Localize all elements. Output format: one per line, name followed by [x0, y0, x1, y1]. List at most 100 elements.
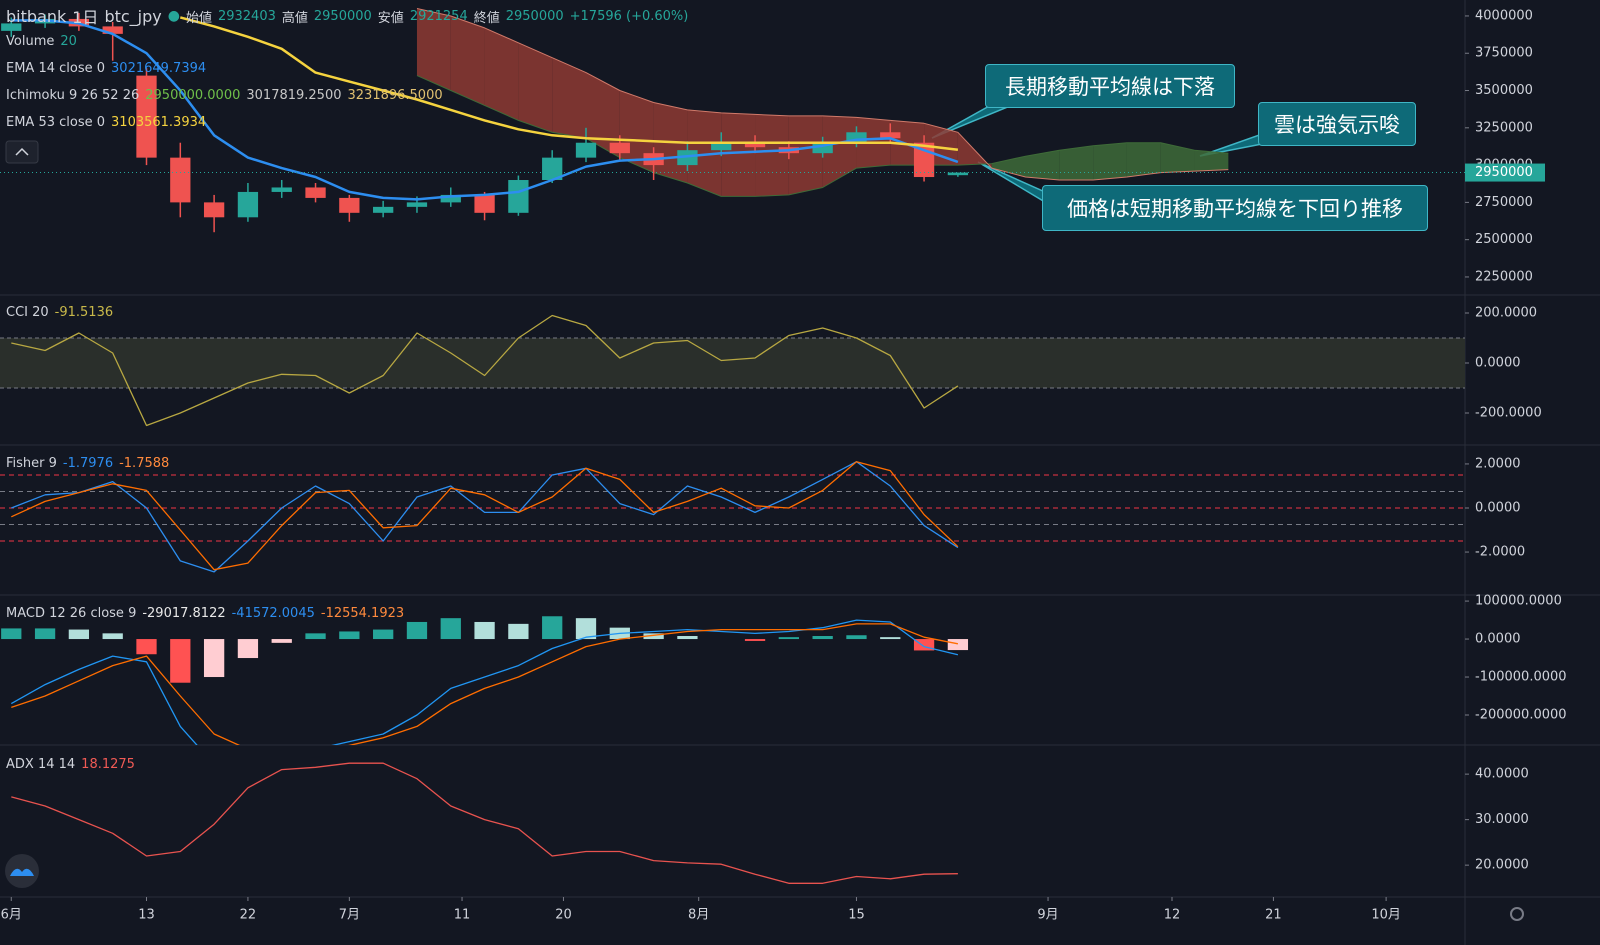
y-tick-label: 0.0000: [1475, 356, 1521, 371]
cloud-segment: [1025, 150, 1060, 181]
candle-body: [170, 157, 191, 203]
band-fill: [0, 338, 1465, 388]
legend-label: Fisher 9: [6, 456, 57, 471]
x-tick-label: 9月: [1037, 908, 1058, 923]
y-tick-label: 30.0000: [1475, 812, 1529, 827]
histogram-bar: [203, 639, 225, 678]
y-tick-label: -2.0000: [1475, 545, 1525, 560]
cloud-segment: [586, 72, 620, 158]
candle-body: [102, 26, 123, 34]
y-tick-label: 2500000: [1475, 232, 1533, 247]
ohlc-value: 2950000: [505, 8, 564, 24]
cloud-segment: [755, 114, 789, 197]
histogram-bar: [812, 636, 833, 640]
logo-bg[interactable]: [5, 854, 39, 888]
x-tick-label: 22: [240, 908, 257, 923]
histogram-bar: [339, 631, 360, 640]
exchange: bitbank: [6, 6, 67, 26]
legend-value: 2950000.0000: [145, 88, 241, 103]
chevron-icon[interactable]: [15, 147, 29, 156]
y-tick-label: 100000.0000: [1475, 594, 1562, 609]
cloud-span-b: [416, 8, 1229, 181]
cci-legend: CCI 20 -91.5136: [6, 305, 113, 320]
histogram-bar: [575, 618, 597, 640]
cloud-segment: [450, 15, 485, 106]
y-tick-label: 40.0000: [1475, 767, 1529, 782]
ohlc-value: 2950000: [313, 8, 372, 24]
y-tick-label: 2.0000: [1475, 456, 1521, 471]
y-tick-label: 4000000: [1475, 8, 1533, 23]
histogram-bar: [68, 629, 90, 640]
series-line: [11, 19, 959, 201]
candle-body: [812, 142, 833, 154]
candle-body: [947, 172, 969, 176]
histogram-bar: [778, 637, 799, 640]
candle-body: [271, 187, 292, 192]
pane: [0, 461, 1465, 573]
histogram-bar: [102, 633, 123, 640]
legend-value: 3017819.2500: [246, 88, 342, 103]
histogram-bar: [947, 639, 969, 651]
histogram-bar: [34, 628, 56, 640]
pane: [0, 314, 1465, 427]
status-dot: ●: [167, 8, 180, 24]
histogram-bar: [508, 623, 529, 640]
ema14-legend: EMA 14 close 0 3021649.7394: [6, 61, 206, 76]
cloud-segment: [1126, 142, 1161, 178]
legend-value: -91.5136: [54, 305, 114, 320]
y-tick-label: -200000.0000: [1475, 708, 1567, 723]
histogram-bar: [474, 621, 495, 640]
histogram-bar: [406, 621, 428, 640]
ohlc-label: 終値: [473, 10, 500, 26]
annotation: 価格は短期移動平均線を下回り推移: [1042, 185, 1428, 231]
histogram-bar: [542, 616, 563, 640]
x-tick-label: 21: [1265, 908, 1282, 923]
pane: [1, 8, 1229, 233]
legend-value: -41572.0045: [231, 606, 315, 621]
histogram-bar: [440, 618, 461, 640]
x-tick-label: 6月: [1, 908, 22, 923]
gear[interactable]: [1510, 907, 1524, 921]
legend-label: Volume: [6, 34, 55, 49]
cloud-segment: [552, 57, 586, 139]
histogram-bar: [1, 628, 22, 640]
volume-legend: Volume 20: [6, 34, 77, 49]
legend-value: 20: [60, 34, 77, 49]
y-tick-label: 3750000: [1475, 46, 1533, 61]
y-tick-label: 2750000: [1475, 195, 1533, 210]
settings-icon[interactable]: [1510, 907, 1524, 921]
legend-label: CCI 20: [6, 305, 49, 320]
candle-body: [711, 142, 732, 151]
legend-value: 18.1275: [81, 757, 135, 772]
candle-body: [609, 142, 630, 154]
ohlc-value: 2932403: [217, 8, 276, 24]
collapse-button-bg[interactable]: [5, 140, 39, 164]
y-tick-label: 0.0000: [1475, 500, 1521, 515]
legend-value: 3021649.7394: [111, 61, 207, 76]
last-price-label: 2950000: [1475, 165, 1533, 180]
logo-icon[interactable]: [10, 868, 34, 876]
legend-value: 3231896.5000: [347, 88, 443, 103]
cloud-segment: [788, 115, 823, 195]
candle-body: [1, 23, 22, 31]
candle-body: [677, 150, 698, 166]
series-line: [179, 16, 959, 151]
fisher-legend: Fisher 9 -1.7976 -1.7588: [6, 456, 169, 471]
candle-body: [880, 132, 901, 139]
macd-legend: MACD 12 26 close 9 -29017.8122 -41572.0045…: [6, 606, 404, 621]
y-tick-label: 200.0000: [1475, 306, 1537, 321]
histogram-bar: [237, 639, 259, 659]
collapse-button[interactable]: [5, 140, 39, 164]
cloud-segment: [1194, 150, 1229, 172]
logo[interactable]: [5, 854, 39, 888]
annotation: 長期移動平均線は下落: [985, 64, 1235, 108]
candle-body: [339, 197, 360, 213]
legend-value: -1.7588: [119, 456, 170, 471]
series-line: [11, 461, 959, 573]
y-tick-label: 3250000: [1475, 120, 1533, 135]
x-tick-label: 20: [555, 908, 572, 923]
cloud-segment: [1093, 142, 1127, 181]
